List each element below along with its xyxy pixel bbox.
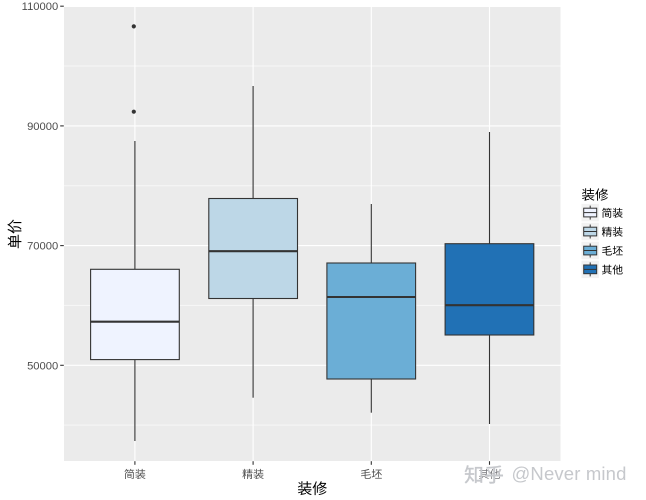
svg-text:90000: 90000 [27,121,58,133]
svg-text:70000: 70000 [27,241,58,253]
svg-text:50000: 50000 [27,360,58,372]
svg-text:@Never mind: @Never mind [512,463,627,484]
svg-text:110000: 110000 [22,1,59,13]
